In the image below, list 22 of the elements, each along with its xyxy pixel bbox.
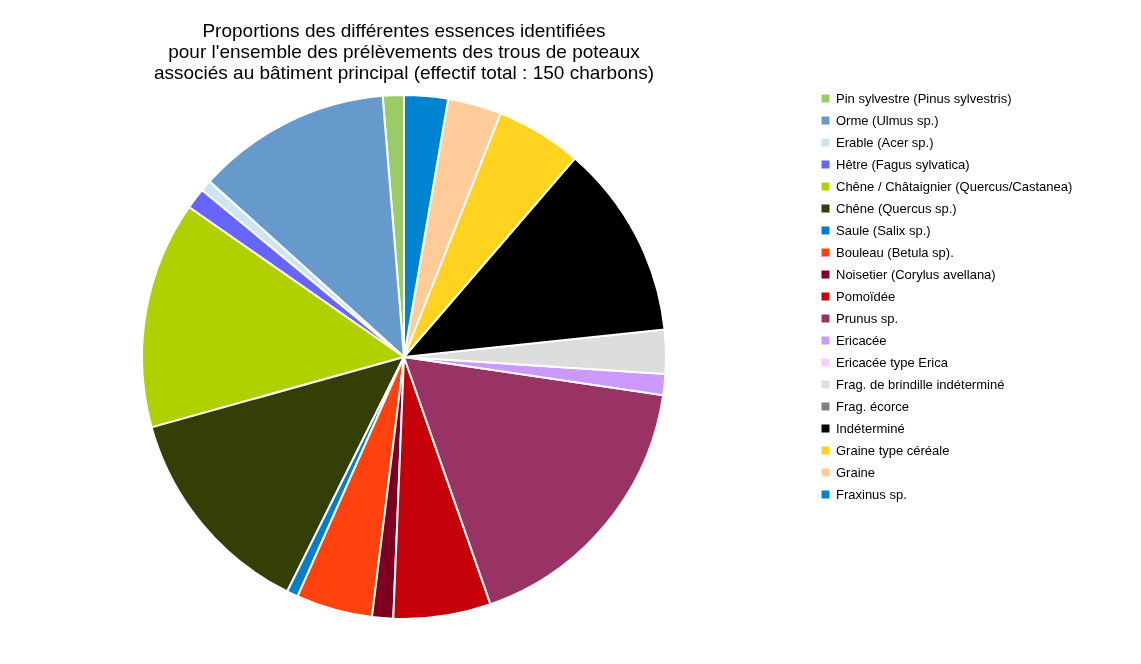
legend-label: Ericacée type Erica: [836, 354, 949, 370]
text: associés au bâtiment principal (effectif total : 150 charbons): [153, 62, 655, 83]
legend-label: Pomoïdée: [836, 288, 896, 304]
legend-label: Orme (Ulmus sp.): [836, 112, 939, 128]
legend-label: Graine: [836, 464, 876, 480]
legend-label: Chêne / Châtaignier (Quercus/Castanea): [836, 178, 1073, 194]
legend-label: Fraxinus sp.: [836, 486, 907, 502]
legend-label: Frag. écorce: [836, 398, 909, 414]
legend-label: Bouleau (Betula sp).: [836, 244, 954, 260]
legend-label: Erable (Acer sp.): [836, 134, 934, 150]
legend-label: Hêtre (Fagus sylvatica): [836, 156, 970, 172]
legend-label: Ericacée: [836, 332, 887, 348]
legend-label: Prunus sp.: [836, 310, 899, 326]
text: pour l'ensemble des prélèvements des trous de poteaux: [168, 41, 640, 62]
legend-label: Chêne (Quercus sp.): [836, 200, 957, 216]
legend-label: Noisetier (Corylus avellana): [836, 266, 996, 282]
legend-label: Pin sylvestre (Pinus sylvestris): [836, 90, 1012, 106]
legend-label: Graine type céréale: [836, 442, 950, 458]
legend-label: Frag. de brindille indéterminé: [836, 376, 1005, 392]
text: Proportions des différentes essences identifiées: [202, 20, 606, 41]
legend-label: Indéterminé: [836, 420, 905, 436]
legend-label: Saule (Salix sp.): [836, 222, 931, 238]
